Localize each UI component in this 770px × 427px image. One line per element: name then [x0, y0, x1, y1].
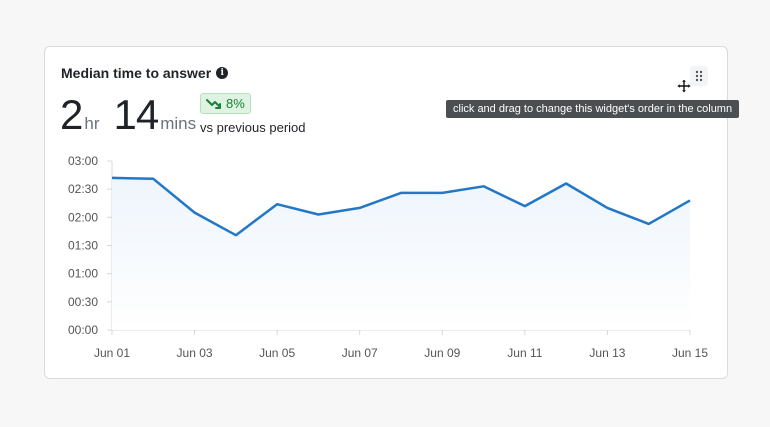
metric-value: 2 hr 14 mins	[60, 91, 204, 139]
info-icon[interactable]: i	[216, 67, 229, 79]
x-tick-label: Jun 07	[342, 346, 378, 360]
y-axis: 00:00 00:30 01:00 01:30 02:00 02:30 03:00	[68, 154, 113, 337]
x-axis: Jun 01 Jun 03 Jun 05 Jun 07 Jun 09 Jun 11 Jun …	[94, 329, 708, 360]
y-tick-label: 02:00	[68, 210, 98, 224]
x-tick-label: Jun 05	[259, 346, 295, 360]
move-cursor-icon	[677, 79, 691, 93]
minutes-unit: mins	[160, 114, 197, 133]
delta-value: 8%	[226, 96, 245, 111]
drag-tooltip: click and drag to change this widget's o…	[446, 100, 740, 118]
widget-header: Median time to answer i	[61, 65, 229, 81]
delta-badge: 8%	[200, 93, 251, 114]
line-chart: 00:00 00:30 01:00 01:30 02:00 02:30 03:00 Jun …	[68, 154, 708, 360]
x-tick-label: Jun 11	[507, 346, 542, 360]
trend-down-icon	[206, 98, 221, 109]
delta-block: 8% vs previous period	[200, 93, 306, 135]
y-tick-label: 00:00	[68, 323, 98, 337]
y-tick-label: 02:30	[68, 182, 98, 196]
x-tick-label: Jun 09	[424, 346, 460, 360]
y-tick-label: 01:30	[68, 239, 98, 253]
hours-unit: hr	[84, 114, 100, 133]
widget-card: Median time to answer i 2 hr 14 mins 8% …	[44, 46, 728, 379]
x-tick-label: Jun 13	[589, 346, 625, 360]
hours-value: 2	[60, 91, 83, 138]
comparison-label: vs previous period	[200, 119, 306, 135]
minutes-value: 14	[113, 91, 159, 138]
y-tick-label: 00:30	[68, 295, 98, 309]
series-area	[112, 177, 690, 330]
y-tick-label: 01:00	[68, 267, 98, 281]
x-tick-label: Jun 03	[177, 346, 213, 360]
y-tick-label: 03:00	[68, 154, 98, 168]
drag-handle[interactable]	[690, 66, 708, 86]
x-tick-label: Jun 01	[94, 346, 130, 360]
x-tick-label: Jun 15	[672, 346, 708, 360]
widget-title: Median time to answer	[61, 65, 212, 81]
drag-dots-icon	[695, 70, 703, 82]
series-line	[111, 176, 691, 237]
